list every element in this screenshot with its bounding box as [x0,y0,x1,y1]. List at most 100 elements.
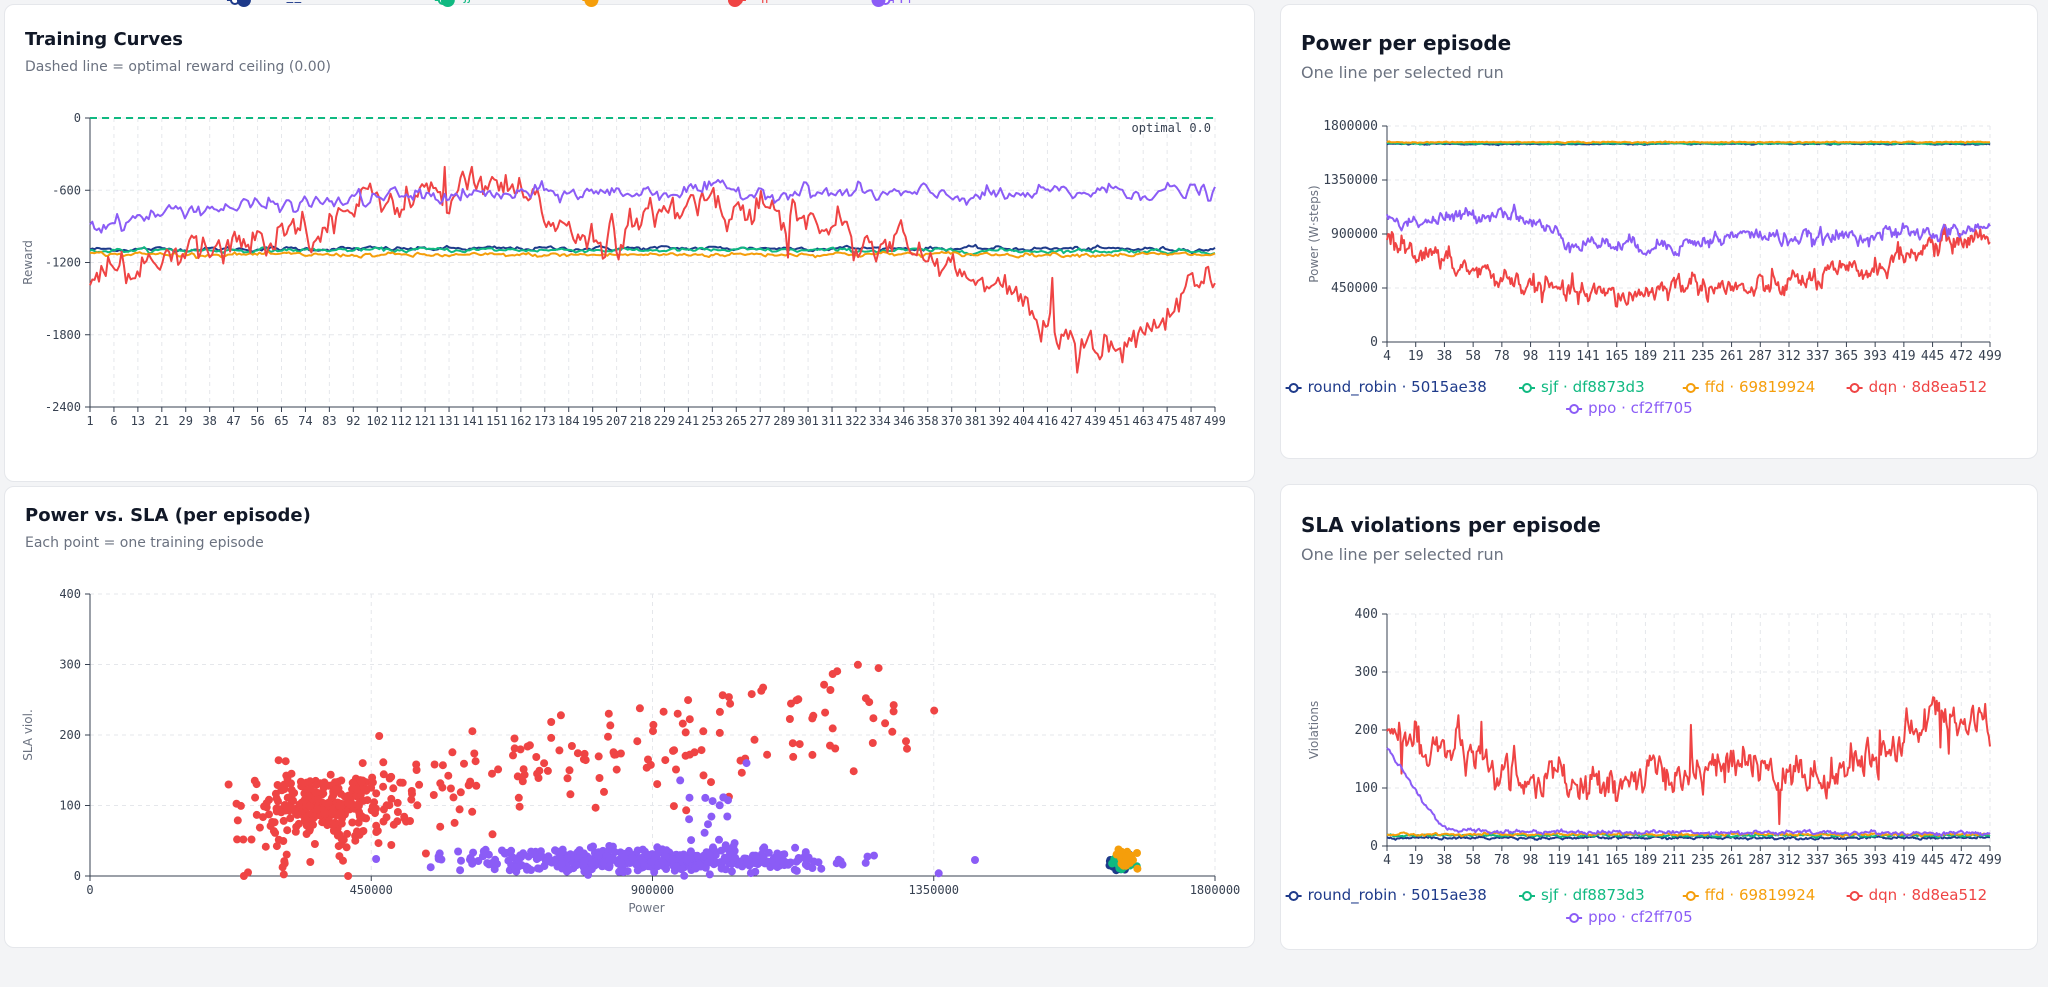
power-xtick-label: 165 [1605,349,1628,364]
scatter-point-dqn [255,823,264,832]
training-series-sjf [89,246,1216,257]
scatter-point-ppo [803,855,812,864]
scatter-point-ppo [623,867,632,876]
sla-xtick-label: 365 [1835,853,1858,868]
training-xtick-label: 358 [917,414,939,428]
sla-xtick-label: 98 [1523,853,1539,868]
scatter-point-dqn [788,739,797,748]
scatter-point-ppo [730,839,739,848]
scatter-point-ppo [779,857,788,866]
scatter-point-dqn [335,801,344,810]
scatter-point-ffd [1133,864,1142,873]
scatter-point-dqn [888,727,897,736]
scatter-point-dqn [279,816,288,825]
scatter-point-dqn [456,788,465,797]
scatter-legend-marker-ppo [871,0,886,7]
scatter-point-dqn [670,746,679,755]
scatter-point-dqn [336,809,345,817]
scatter-point-dqn [563,774,572,783]
scatter-point-dqn [763,750,772,759]
scatter-legend-label-ppo: ppo · cf2ff705 [892,0,983,4]
power-xtick-label: 312 [1777,349,1800,364]
training-xtick-label: 65 [274,414,288,428]
scatter-point-dqn [464,781,473,790]
sla-xtick-label: 165 [1605,853,1628,868]
training-xtick-label: 38 [202,414,216,428]
scatter-point-ppo [587,865,596,874]
scatter-point-dqn [272,842,281,851]
scatter-point-dqn [252,780,261,789]
scatter-point-dqn [516,745,525,754]
scatter-point-dqn [247,835,256,844]
scatter-point-dqn [305,802,314,811]
scatter-point-dqn [547,733,556,742]
training-xtick-label: 301 [797,414,819,428]
training-xtick-label: 463 [1132,414,1154,428]
scatter-point-dqn [785,715,794,723]
training-xtick-label: 381 [965,414,987,428]
scatter-ytick-label: 100 [59,799,81,813]
scatter-point-ppo [808,864,817,872]
scatter-xtick-label: 1350000 [908,883,959,897]
scatter-point-ppo [580,857,589,865]
training-legend-label-ppo: ppo · cf2ff705 [900,0,991,4]
scatter-point-ppo [693,851,702,860]
scatter-xlabel: Power [628,901,664,915]
training-xtick-label: 83 [322,414,336,428]
scatter-point-dqn [293,810,302,819]
scatter-point-dqn [594,752,603,761]
scatter-point-dqn [681,751,690,760]
scatter-point-dqn [699,771,708,780]
scatter-point-dqn [340,792,349,801]
training-xtick-label: 218 [630,414,652,428]
power-xtick-label: 98 [1523,349,1539,364]
scatter-point-dqn [438,761,447,770]
training-xtick-label: 173 [534,414,556,428]
scatter-point-dqn [455,805,464,814]
scatter-point-ppo [637,856,646,865]
scatter-point-dqn [448,748,457,757]
scatter-point-ppo [719,793,728,802]
scatter-point-dqn [233,835,242,844]
training-card: Training Curves Dashed line = optimal re… [4,4,1255,482]
sla-legend-label-dqn: dqn · 8d8ea512 [1869,886,1988,904]
training-ytick-label: -1800 [45,328,81,342]
training-xtick-label: 195 [582,414,604,428]
training-xtick-label: 311 [821,414,843,428]
sla-card: SLA violations per episode One line per … [1280,484,2038,950]
scatter-point-ppo [836,857,845,866]
scatter-point-dqn [374,839,383,848]
scatter-point-dqn [436,779,445,788]
scatter-point-dqn [616,749,625,758]
sla-legend-label-ffd: ffd · 69819924 [1705,886,1816,904]
scatter-point-ffd [1122,852,1131,861]
scatter-point-ppo [682,855,691,864]
sla-legend-marker-sjf [1522,891,1532,901]
scatter-legend-label-ffd: ffd · 69819924 [604,0,700,4]
scatter-point-dqn [387,772,396,781]
power-ytick-label: 0 [1370,335,1378,350]
scatter-xtick-label: 900000 [631,883,674,897]
power-legend-label-ffd: ffd · 69819924 [1705,378,1816,396]
training-xtick-label: 404 [1013,414,1035,428]
scatter-point-dqn [726,699,735,708]
scatter-point-dqn [534,774,543,782]
scatter-point-dqn [707,778,715,787]
scatter-point-ppo [653,843,662,852]
power-xtick-label: 261 [1720,349,1743,364]
scatter-point-ppo [685,815,694,824]
power-xtick-label: 4 [1383,349,1391,364]
scatter-point-ppo [971,856,979,864]
power-subtitle: One line per selected run [1301,63,1504,82]
scatter-point-dqn [472,781,481,790]
sla-legend-label-ppo: ppo · cf2ff705 [1588,908,1693,926]
scatter-point-dqn [446,784,455,793]
power-legend-label-ppo: ppo · cf2ff705 [1588,399,1693,417]
scatter-point-dqn [337,834,346,843]
scatter-point-ppo [524,864,533,872]
scatter-point-dqn [415,780,424,789]
sla-xtick-label: 472 [1950,853,1973,868]
training-xtick-label: 21 [155,414,169,428]
scatter-point-dqn [287,786,296,794]
scatter-point-ppo [454,847,463,856]
